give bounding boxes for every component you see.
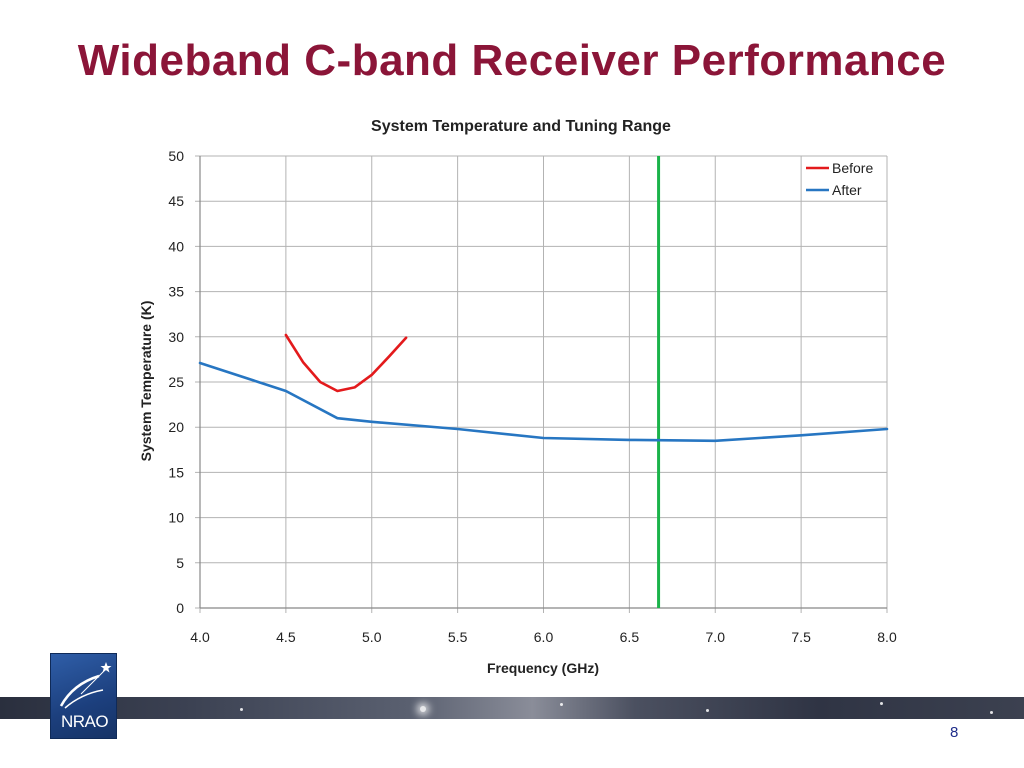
series-line-after [198, 361, 889, 443]
y-tick-label: 20 [168, 419, 184, 435]
nrao-logo: NRAO [50, 653, 117, 739]
axes: 4.0 4.5 5.0 5.5 6.0 6.5 7.0 7.5 8.0 0 5 10 15 20 25 30 3… [168, 148, 897, 645]
x-tick-label: 6.0 [534, 629, 554, 645]
y-tick-label: 25 [168, 374, 184, 390]
legend: Before After [806, 160, 873, 198]
series-layer [198, 156, 889, 608]
page-number: 8 [950, 724, 959, 741]
y-axis-label: System Temperature (K) [138, 301, 154, 462]
y-tick-label: 5 [176, 555, 184, 571]
x-axis-label: Frequency (GHz) [487, 660, 599, 676]
chart-background [121, 104, 906, 690]
y-tick-label: 45 [168, 193, 184, 209]
y-tick-label: 50 [168, 148, 184, 164]
telescope-icon [59, 662, 112, 709]
chart: System Temperature and Tuning Range 4.0 4… [121, 104, 906, 690]
y-tick-label: 30 [168, 329, 184, 345]
x-tick-label: 6.5 [620, 629, 640, 645]
footer-band [0, 697, 1024, 719]
x-tick-label: 4.5 [276, 629, 296, 645]
series-line-before [284, 333, 408, 393]
legend-label-before: Before [832, 160, 873, 176]
y-tick-label: 40 [168, 238, 184, 254]
y-tick-label: 10 [168, 510, 184, 526]
chart-title: System Temperature and Tuning Range [371, 118, 671, 135]
x-tick-label: 7.0 [706, 629, 726, 645]
x-tick-label: 5.0 [362, 629, 382, 645]
y-tick-label: 0 [176, 600, 184, 616]
slide-title: Wideband C-band Receiver Performance [77, 36, 947, 85]
y-tick-label: 35 [168, 284, 184, 300]
logo-text: NRAO [60, 712, 109, 731]
y-tick-label: 15 [168, 464, 184, 480]
star-icon [100, 662, 112, 673]
legend-label-after: After [832, 182, 862, 198]
x-tick-label: 4.0 [190, 629, 210, 645]
x-tick-label: 5.5 [448, 629, 468, 645]
x-tick-label: 8.0 [877, 629, 897, 645]
x-tick-label: 7.5 [791, 629, 811, 645]
